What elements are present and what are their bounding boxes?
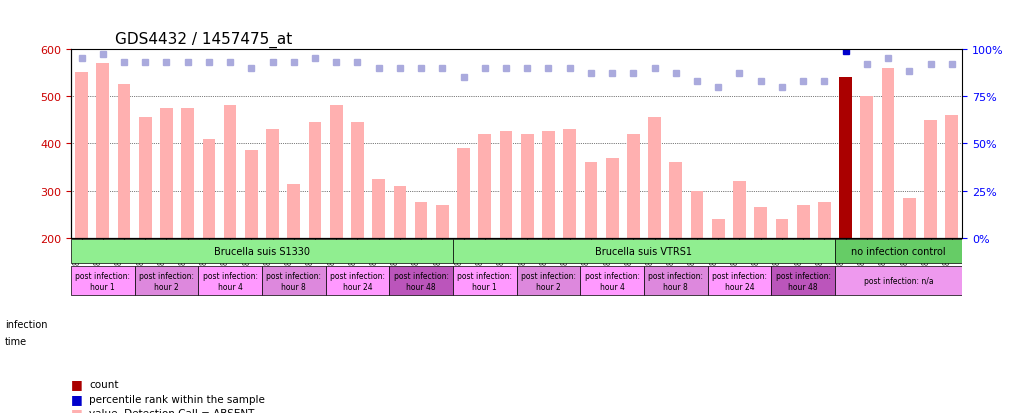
Bar <box>819 203 831 238</box>
FancyBboxPatch shape <box>708 266 771 296</box>
Bar <box>181 109 194 238</box>
Text: post infection:
hour 2: post infection: hour 2 <box>521 271 576 291</box>
Bar <box>691 191 703 238</box>
FancyBboxPatch shape <box>199 266 262 296</box>
Bar <box>839 78 852 238</box>
Text: count: count <box>89 379 119 389</box>
FancyBboxPatch shape <box>325 266 389 296</box>
FancyBboxPatch shape <box>71 240 453 263</box>
Bar <box>245 151 257 238</box>
Bar <box>352 123 364 238</box>
Bar <box>478 135 491 238</box>
Bar <box>755 208 767 238</box>
Text: value, Detection Call = ABSENT: value, Detection Call = ABSENT <box>89 408 254 413</box>
Text: ■: ■ <box>71 377 83 391</box>
Bar <box>860 97 873 238</box>
Bar <box>881 69 894 238</box>
Bar <box>160 109 173 238</box>
Text: post infection:
hour 8: post infection: hour 8 <box>648 271 703 291</box>
Bar <box>266 130 279 238</box>
Text: Brucella suis VTRS1: Brucella suis VTRS1 <box>596 247 693 256</box>
Text: post infection:
hour 48: post infection: hour 48 <box>776 271 831 291</box>
Text: post infection:
hour 8: post infection: hour 8 <box>266 271 321 291</box>
Text: time: time <box>5 336 27 346</box>
Bar <box>118 85 131 238</box>
Text: post infection:
hour 4: post infection: hour 4 <box>585 271 639 291</box>
Bar <box>670 163 682 238</box>
Bar <box>776 219 788 238</box>
Bar <box>563 130 576 238</box>
Bar <box>75 73 88 238</box>
Bar <box>627 135 640 238</box>
FancyBboxPatch shape <box>835 266 962 296</box>
Bar <box>139 118 152 238</box>
Bar <box>436 205 449 238</box>
Bar <box>203 139 215 238</box>
Text: post infection:
hour 4: post infection: hour 4 <box>203 271 257 291</box>
FancyBboxPatch shape <box>262 266 325 296</box>
Text: ■: ■ <box>71 406 83 413</box>
Bar <box>542 132 555 238</box>
Bar <box>606 158 619 238</box>
FancyBboxPatch shape <box>771 266 835 296</box>
Bar <box>712 219 724 238</box>
Text: post infection:
hour 48: post infection: hour 48 <box>394 271 449 291</box>
Bar <box>924 120 937 238</box>
FancyBboxPatch shape <box>71 266 135 296</box>
FancyBboxPatch shape <box>835 240 962 263</box>
Text: post infection:
hour 24: post infection: hour 24 <box>330 271 385 291</box>
Bar <box>585 163 598 238</box>
Bar <box>648 118 660 238</box>
Bar <box>499 132 513 238</box>
FancyBboxPatch shape <box>644 266 708 296</box>
Bar <box>373 179 385 238</box>
Bar <box>521 135 534 238</box>
Text: ■: ■ <box>71 392 83 405</box>
Bar <box>224 106 236 238</box>
Text: percentile rank within the sample: percentile rank within the sample <box>89 394 265 404</box>
FancyBboxPatch shape <box>580 266 644 296</box>
Bar <box>945 116 958 238</box>
FancyBboxPatch shape <box>517 266 580 296</box>
FancyBboxPatch shape <box>453 266 517 296</box>
Bar <box>393 186 406 238</box>
FancyBboxPatch shape <box>135 266 199 296</box>
Bar <box>414 203 427 238</box>
Bar <box>96 64 109 238</box>
FancyBboxPatch shape <box>389 266 453 296</box>
Bar <box>457 149 470 238</box>
Text: post infection: n/a: post infection: n/a <box>864 277 934 286</box>
Bar <box>309 123 321 238</box>
Bar <box>903 198 916 238</box>
Bar <box>330 106 342 238</box>
Text: GDS4432 / 1457475_at: GDS4432 / 1457475_at <box>115 32 293 48</box>
Text: infection: infection <box>5 319 48 329</box>
Bar <box>288 184 300 238</box>
Text: post infection:
hour 1: post infection: hour 1 <box>75 271 131 291</box>
Text: post infection:
hour 24: post infection: hour 24 <box>712 271 767 291</box>
Text: no infection control: no infection control <box>851 247 946 256</box>
Text: post infection:
hour 1: post infection: hour 1 <box>457 271 513 291</box>
Bar <box>797 205 809 238</box>
Text: Brucella suis S1330: Brucella suis S1330 <box>214 247 310 256</box>
Text: post infection:
hour 2: post infection: hour 2 <box>139 271 193 291</box>
Bar <box>733 182 746 238</box>
FancyBboxPatch shape <box>453 240 835 263</box>
